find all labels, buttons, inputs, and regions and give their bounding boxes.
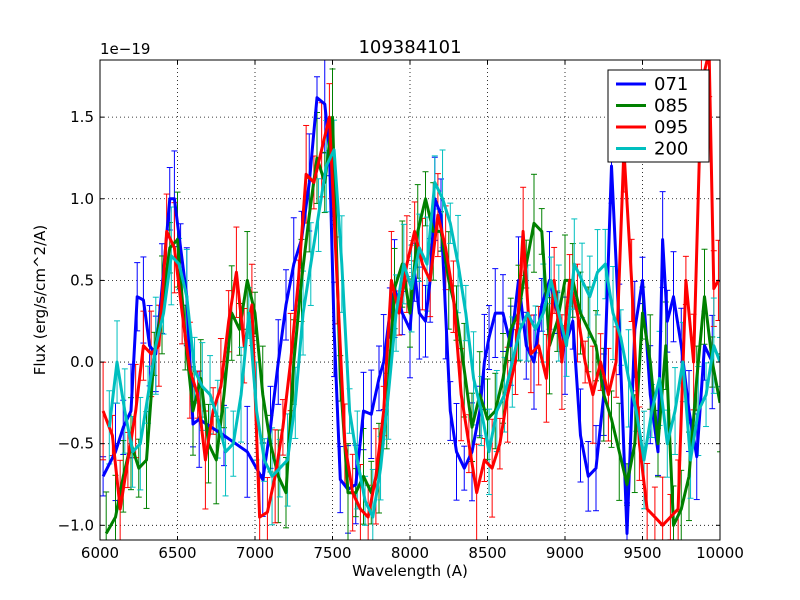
y-tick-label: 1.0: [70, 190, 94, 208]
x-tick-label: 8500: [468, 544, 506, 562]
y-tick-label: 0.5: [70, 271, 94, 289]
y-tick-label: −0.5: [58, 435, 94, 453]
x-tick-label: 6000: [81, 544, 119, 562]
legend-label: 085: [654, 96, 688, 117]
y-axis-label: Flux (erg/s/cm^2/A): [31, 225, 49, 376]
series-line-095: [101, 60, 720, 527]
series-line-071: [101, 96, 714, 535]
chart-title: 109384101: [358, 37, 461, 58]
legend-label: 200: [654, 139, 688, 160]
x-tick-label: 10000: [696, 544, 744, 562]
y-tick-label: −1.0: [58, 516, 94, 534]
data-series: [101, 60, 720, 535]
legend-label: 071: [654, 74, 688, 95]
x-tick-label: 7000: [236, 544, 274, 562]
x-tick-label: 6500: [158, 544, 196, 562]
x-tick-label: 8000: [391, 544, 429, 562]
x-tick-label: 7500: [313, 544, 351, 562]
y-tick-label: 0.0: [70, 353, 94, 371]
y-tick-label: 1.5: [70, 108, 94, 126]
x-tick-label: 9500: [623, 544, 661, 562]
x-tick-label: 9000: [546, 544, 584, 562]
x-axis-label: Wavelength (A): [352, 562, 468, 580]
axis-ticks: 6000 6500 7000 7500 8000 8500 9000 9500 10000 −1.…: [58, 60, 744, 562]
legend-label: 095: [654, 117, 688, 138]
series-line-200: [107, 148, 720, 519]
y-offset-label: 1e−19: [100, 40, 150, 58]
